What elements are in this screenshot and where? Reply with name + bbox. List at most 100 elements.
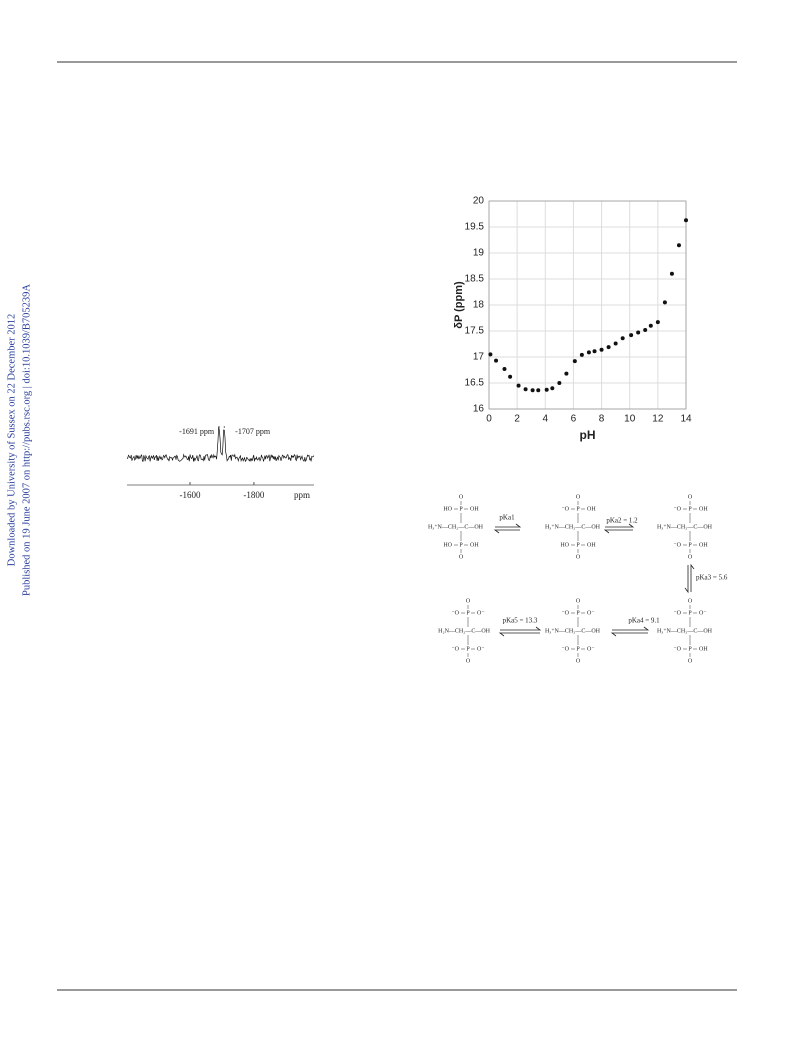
data-point [523,387,528,392]
peak-label: -1691 ppm [179,427,215,436]
data-point [620,336,625,341]
group: ⁻O [452,610,460,616]
data-point [530,388,535,393]
group: HO [560,542,569,548]
y-tick-label: 18 [473,300,485,311]
data-point [508,374,513,379]
equilibrium-label: pKa4 = 9.1 [628,617,660,625]
equilibrium-label: pKa3 = 5.6 [696,574,728,582]
atom: O [466,658,471,664]
side-text: Downloaded by University of Sussex on 22… [6,314,17,567]
y-axis-label: δP (ppm) [453,281,465,329]
data-point [516,383,521,388]
structure: O⁻O P O⁻H₃⁺N—CH₂—C—OH⁻O P O⁻O [545,598,601,664]
data-point [564,371,569,376]
data-point [636,330,641,335]
data-point [579,352,584,357]
x-axis-label: ppm [294,490,310,500]
group: OH [587,542,596,548]
atom: P [466,610,470,616]
atom: P [688,542,692,548]
atom: O [576,494,581,500]
equilibrium-label: pKa2 = 1.2 [606,517,638,525]
group: ⁻O [674,506,682,512]
x-tick-label: 6 [571,414,577,425]
atom: O [576,658,581,664]
atom: P [688,646,692,652]
group: O⁻ [477,610,485,616]
structure: O ⁻O P OH H₃⁺N—CH₂—C—OH HO P OH O [545,494,601,560]
structure: O ⁻O P O⁻ H₃⁺N—CH₂—C—OH ⁻O P OH O [657,598,713,664]
x-tick-label: 4 [543,414,549,425]
data-point [629,333,634,338]
x-tick-label: 10 [624,414,636,425]
bonds [454,501,468,553]
side-text: Published on 19 June 2007 on http://pubs… [21,284,32,596]
atom: P [459,542,463,548]
data-point [592,349,597,354]
structure: O⁻O P O⁻H₂N—CH₂—C—OH⁻O P O⁻O [438,598,491,664]
data-point [572,359,577,364]
atom: O [459,554,464,560]
chain: H₃⁺N—CH₂—C—OH [545,627,601,634]
atom: O [688,598,693,604]
data-point [606,345,611,350]
group: O⁻ [587,610,595,616]
atom: P [576,542,580,548]
atom: P [459,506,463,512]
group: OH [699,506,708,512]
y-tick-label: 16 [473,404,485,415]
atom: P [688,610,692,616]
atom: P [466,646,470,652]
data-point [599,347,604,352]
atom: P [576,610,580,616]
group: HO [443,542,452,548]
group: O⁻ [477,646,485,652]
data-point [488,352,493,357]
atom: O [576,554,581,560]
x-tick-label: 0 [486,414,492,425]
group: ⁻O [674,610,682,616]
atom: O [688,494,693,500]
atom: P [576,646,580,652]
group: OH [470,506,479,512]
y-tick-label: 19 [473,248,485,259]
equilibrium-label: pKa5 = 13.3 [503,617,538,625]
peak-label: -1707 ppm [235,427,271,436]
atom: O [466,598,471,604]
y-tick-label: 19.5 [465,222,485,233]
atom: P [688,506,692,512]
group: O⁻ [699,610,707,616]
y-tick-label: 17.5 [465,326,485,337]
data-point [648,323,653,328]
data-point [536,388,541,393]
y-tick-label: 16.5 [465,378,485,389]
equilibrium-label: pKa1 [499,514,515,522]
x-axis-label: pH [580,428,596,442]
atom: O [688,658,693,664]
group: ⁻O [674,542,682,548]
data-point [684,218,688,223]
bonds [683,605,697,657]
group: ⁻O [674,646,682,652]
atom: P [576,506,580,512]
x-tick-label: 12 [652,414,664,425]
data-point [669,271,674,276]
plot-frame [488,200,687,410]
group: HO [443,506,452,512]
chain: H₃⁺N—CH₂—C—OH [657,523,713,530]
bonds [571,501,585,553]
y-tick-label: 20 [473,196,485,207]
chain: H₂N—CH₂—C—OH [438,628,491,634]
group: OH [699,542,708,548]
data-point [662,300,667,305]
chain: H₃⁺N—CH₂—C—OH [428,523,484,530]
spectrum-trace [126,426,315,463]
bonds [461,605,475,657]
group: OH [587,506,596,512]
data-point [544,387,549,392]
data-point [643,327,648,332]
data-point [550,386,555,391]
scheme-arrows [493,523,695,637]
structure: O ⁻O P OH H₃⁺N—CH₂—C—OH ⁻O P OH O [657,494,713,560]
